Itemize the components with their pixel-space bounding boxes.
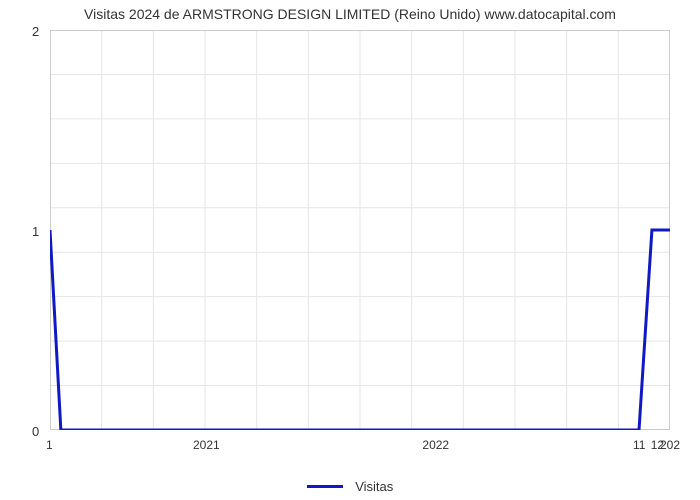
- x-label-0: 1: [46, 438, 53, 452]
- plot-area: [50, 30, 670, 430]
- legend-swatch: [307, 485, 343, 488]
- chart-container: { "chart": { "type": "line", "title": "V…: [0, 0, 700, 500]
- x-label-5: 202: [660, 438, 680, 452]
- x-label-3: 11: [633, 438, 645, 452]
- chart-title: Visitas 2024 de ARMSTRONG DESIGN LIMITED…: [0, 0, 700, 22]
- chart-svg: [50, 30, 670, 430]
- legend: Visitas: [0, 478, 700, 496]
- y-tick-1: 1: [32, 224, 39, 239]
- y-tick-2: 2: [32, 24, 39, 39]
- x-label-1: 2021: [193, 438, 220, 452]
- y-tick-0: 0: [32, 424, 39, 439]
- x-label-2: 2022: [422, 438, 449, 452]
- legend-label: Visitas: [355, 479, 393, 494]
